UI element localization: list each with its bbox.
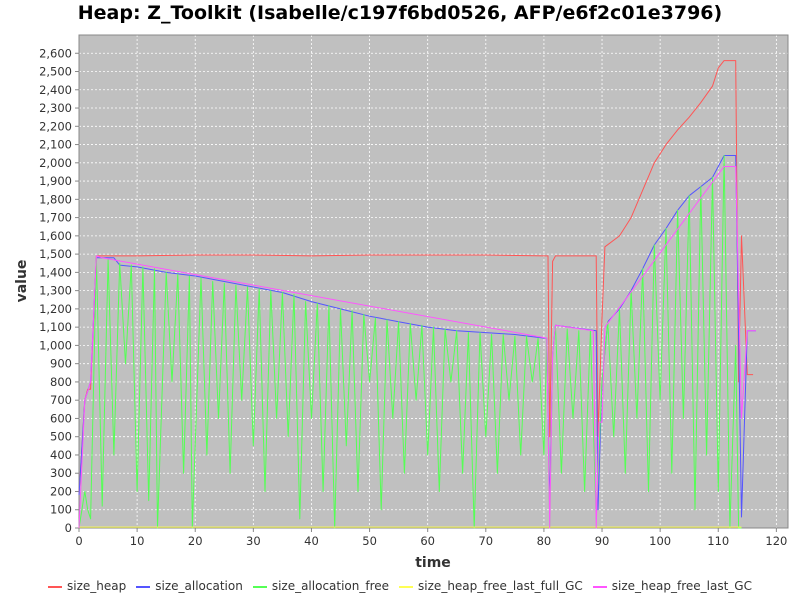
- y-axis-title: value: [14, 260, 30, 303]
- legend-item-size-heap: size_heap: [48, 579, 126, 593]
- series-line-size-heap-free-last-GC: [78, 166, 756, 529]
- x-tick-label: 10: [130, 534, 145, 548]
- legend-swatch: [136, 585, 151, 588]
- series-line-size-allocation-free: [78, 155, 742, 529]
- x-tick-label: 70: [478, 534, 493, 548]
- y-tick-label: 800: [50, 375, 72, 389]
- x-tick-label: 20: [188, 534, 203, 548]
- y-tick-label: 500: [50, 430, 72, 444]
- legend-label: size_allocation_free: [271, 579, 390, 593]
- x-tick-label: 0: [75, 534, 82, 548]
- axes: 01002003004005006007008009001,0001,1001,…: [39, 34, 789, 548]
- y-tick-label: 1,100: [39, 320, 72, 334]
- y-tick-label: 2,200: [39, 119, 72, 133]
- x-tick-label: 80: [537, 534, 552, 548]
- y-tick-label: 200: [50, 484, 72, 498]
- x-tick-label: 50: [362, 534, 377, 548]
- y-tick-label: 1,600: [39, 229, 72, 243]
- y-tick-label: 2,600: [39, 46, 72, 60]
- legend-item-size-allocation: size_allocation: [136, 579, 243, 593]
- legend-item-size-heap-free-last-GC: size_heap_free_last_GC: [592, 579, 752, 593]
- y-tick-label: 100: [50, 503, 72, 517]
- series-lines: [78, 60, 756, 529]
- x-tick-label: 100: [649, 534, 671, 548]
- y-tick-label: 600: [50, 411, 72, 425]
- y-tick-label: 1,300: [39, 284, 72, 298]
- y-tick-label: 2,000: [39, 156, 72, 170]
- y-tick-label: 1,400: [39, 265, 72, 279]
- y-tick-label: 2,500: [39, 65, 72, 79]
- y-tick-label: 1,500: [39, 247, 72, 261]
- legend-swatch: [48, 585, 62, 588]
- y-tick-label: 1,000: [39, 338, 72, 352]
- legend-swatch: [592, 585, 607, 588]
- legend-item-size-heap-free-last-full-GC: size_heap_free_last_full_GC: [399, 579, 583, 593]
- y-tick-label: 2,300: [39, 101, 72, 115]
- legend-label: size_heap_free_last_full_GC: [418, 579, 583, 593]
- legend-label: size_allocation: [155, 579, 243, 593]
- legend-label: size_heap_free_last_GC: [611, 579, 752, 593]
- y-tick-label: 1,900: [39, 174, 72, 188]
- y-tick-label: 2,400: [39, 83, 72, 97]
- x-axis-title: time: [415, 555, 451, 571]
- plot-area: [79, 35, 788, 528]
- legend-swatch: [399, 585, 414, 588]
- y-tick-label: 900: [50, 357, 72, 371]
- x-tick-label: 30: [246, 534, 261, 548]
- y-tick-label: 300: [50, 466, 72, 480]
- y-tick-label: 1,800: [39, 192, 72, 206]
- x-tick-label: 60: [420, 534, 435, 548]
- y-tick-label: 0: [65, 521, 72, 535]
- y-tick-label: 1,700: [39, 211, 72, 225]
- y-tick-label: 400: [50, 448, 72, 462]
- chart-title: Heap: Z_Toolkit (Isabelle/c197f6bd0526, …: [77, 2, 723, 24]
- x-tick-label: 120: [765, 534, 787, 548]
- x-tick-label: 90: [595, 534, 610, 548]
- chart-legend: size_heap size_allocation size_allocation_…: [0, 579, 800, 593]
- x-tick-label: 110: [707, 534, 729, 548]
- y-tick-label: 2,100: [39, 138, 72, 152]
- series-line-size-heap: [78, 60, 754, 496]
- legend-item-size-allocation-free: size_allocation_free: [252, 579, 390, 593]
- legend-label: size_heap: [67, 579, 127, 593]
- y-tick-label: 700: [50, 393, 72, 407]
- y-tick-label: 1,200: [39, 302, 72, 316]
- x-tick-label: 40: [304, 534, 319, 548]
- plot-border: [78, 34, 789, 529]
- legend-swatch: [252, 585, 267, 588]
